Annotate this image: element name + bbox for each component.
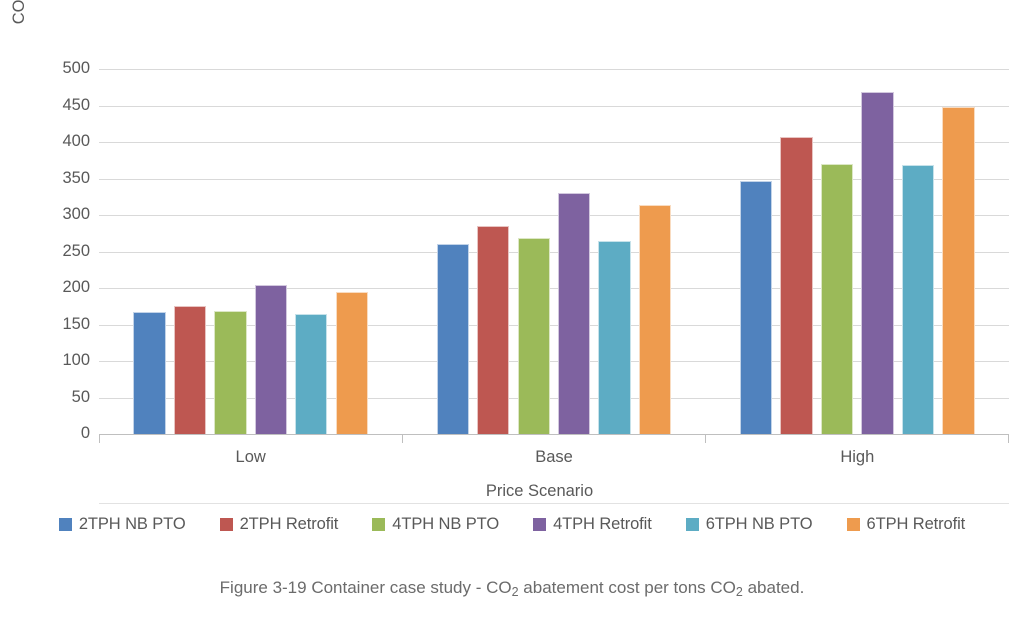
x-axis-tick-1 <box>402 434 403 443</box>
legend-item[interactable]: 6TPH NB PTO <box>685 515 813 534</box>
y-tick-label-250: 250 <box>62 241 90 260</box>
gridline-250 <box>99 251 1009 253</box>
legend-label: 4TPH NB PTO <box>392 515 500 533</box>
y-tick-label-150: 150 <box>62 314 90 333</box>
y-tick-label-0: 0 <box>80 424 90 442</box>
x-axis-tick-start <box>99 434 100 443</box>
x-axis-title: Price Scenario <box>0 482 1024 501</box>
bar <box>558 193 591 434</box>
legend-item[interactable]: 4TPH Retrofit <box>533 515 652 534</box>
bar <box>942 106 975 434</box>
bar <box>820 163 854 434</box>
caption-part3: abated. <box>742 578 805 597</box>
x-category-label-low: Low <box>235 448 266 466</box>
gridline-350 <box>99 178 1009 180</box>
caption-sub2: 2 <box>735 585 743 600</box>
bar <box>295 313 328 434</box>
legend-label: 2TPH Retrofit <box>239 515 339 533</box>
bar <box>861 91 894 434</box>
legend-swatch-icon <box>372 518 386 531</box>
legend-label: 6TPH Retrofit <box>866 515 966 533</box>
bar <box>477 225 510 434</box>
y-axis-tick-labels: 0 50 100 150 200 250 300 350 400 450 500 <box>0 0 99 618</box>
y-tick-label-450: 450 <box>62 95 90 114</box>
bar <box>254 285 288 434</box>
bar <box>214 311 247 434</box>
x-axis-line <box>99 434 1009 435</box>
bar <box>780 136 813 434</box>
x-axis-title-text: Price Scenario <box>485 482 594 500</box>
gridline-500 <box>99 69 1009 70</box>
bar <box>335 292 368 434</box>
bar <box>133 312 166 434</box>
y-tick-label-100: 100 <box>62 351 90 369</box>
figure-caption: Figure 3-19 Container case study - CO2 a… <box>0 578 1024 599</box>
legend-swatch-icon <box>533 518 547 531</box>
x-category-label-base: Base <box>535 448 573 466</box>
x-axis-tick-end <box>1008 434 1009 443</box>
legend-item[interactable]: 6TPH Retrofit <box>846 515 966 534</box>
bar <box>436 244 470 434</box>
legend-swatch-icon <box>846 518 860 531</box>
x-axis-tick-2 <box>705 434 706 443</box>
plot-area <box>99 69 1009 435</box>
legend-label: 6TPH NB PTO <box>705 515 813 533</box>
gridline-50 <box>99 397 1009 399</box>
y-tick-label-50: 50 <box>71 387 90 406</box>
legend-swatch-icon <box>219 518 233 531</box>
y-tick-label-350: 350 <box>62 168 90 187</box>
caption-part2: abatement cost per tons CO <box>518 578 736 597</box>
legend-label: 2TPH NB PTO <box>78 515 186 533</box>
legend-item[interactable]: 4TPH NB PTO <box>372 515 499 534</box>
bar <box>740 180 773 434</box>
y-tick-label-300: 300 <box>62 205 90 223</box>
gridline-450 <box>99 105 1009 107</box>
bar <box>173 306 207 434</box>
y-tick-label-500: 500 <box>62 59 90 77</box>
legend-item[interactable]: 2TPH Retrofit <box>219 515 339 534</box>
plot-bottom-frame <box>99 503 1009 504</box>
caption-part1: Figure 3-19 Container case study - CO <box>219 578 512 597</box>
gridline-300 <box>99 215 1009 216</box>
bar <box>517 238 550 434</box>
gridline-400 <box>99 142 1009 143</box>
chart-legend: 2TPH NB PTO 2TPH Retrofit 4TPH NB PTO 4TPH … <box>0 515 1024 534</box>
gridline-150 <box>99 324 1009 326</box>
gridline-200 <box>99 288 1009 289</box>
x-category-label-high: High <box>840 448 875 466</box>
bar <box>901 164 935 434</box>
legend-item[interactable]: 2TPH NB PTO <box>58 515 186 534</box>
y-tick-label-200: 200 <box>62 278 90 296</box>
bar <box>598 240 631 434</box>
gridline-100 <box>99 361 1009 362</box>
legend-label: 4TPH Retrofit <box>553 515 652 533</box>
legend-swatch-icon <box>685 518 699 531</box>
y-tick-label-400: 400 <box>62 132 90 150</box>
bar <box>638 204 672 434</box>
caption-sub1: 2 <box>511 585 519 600</box>
legend-swatch-icon <box>58 518 72 531</box>
